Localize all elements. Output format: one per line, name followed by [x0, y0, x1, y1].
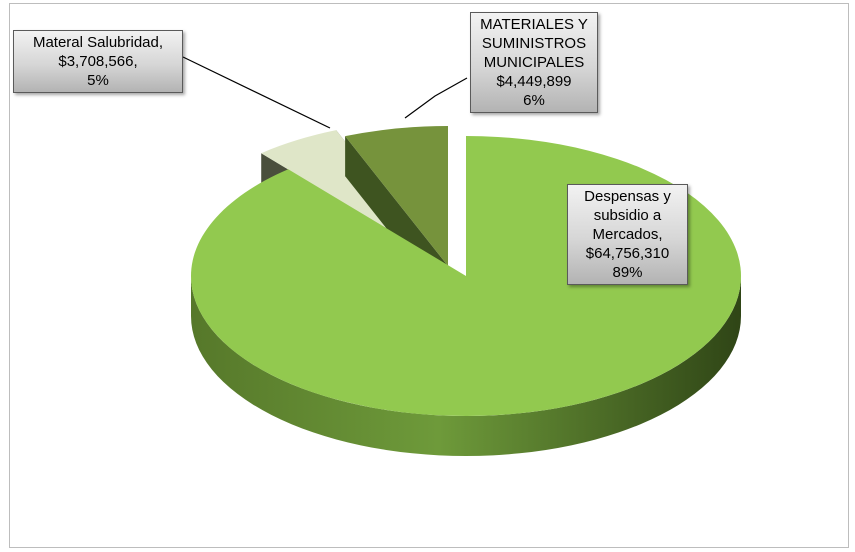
data-label-salubridad-line-3: 5% — [87, 72, 109, 89]
data-label-despensas-line-5: 89% — [612, 264, 643, 281]
leader-line-salubridad — [182, 56, 331, 129]
leader-lines — [182, 56, 468, 129]
data-label-materiales-line-2: SUMINISTROS — [481, 35, 587, 52]
data-label-materiales-line-3: MUNICIPALES — [483, 54, 585, 71]
data-label-materiales: MATERIALES Y SUMINISTROS MUNICIPALES $4,… — [470, 12, 598, 113]
data-label-materiales-line-1: MATERIALES Y — [480, 16, 588, 33]
data-label-salubridad-line-1: Materal Salubridad, — [32, 34, 164, 51]
data-label-despensas: Despensas y subsidio a Mercados, $64,756… — [567, 184, 688, 285]
data-label-despensas-line-1: Despensas y — [584, 188, 671, 205]
data-label-salubridad-line-2: $3,708,566, — [58, 53, 138, 70]
data-label-salubridad: Materal Salubridad, $3,708,566, 5% — [13, 30, 183, 93]
pie-slice-despensas-side — [191, 276, 741, 456]
data-label-despensas-line-2: subsidio a — [593, 207, 662, 224]
leader-line-materiales — [404, 77, 468, 119]
data-label-despensas-line-3: Mercados, — [592, 226, 663, 243]
data-label-materiales-line-5: 6% — [523, 92, 545, 109]
data-label-materiales-line-4: $4,449,899 — [496, 73, 572, 90]
data-label-despensas-line-4: $64,756,310 — [585, 245, 670, 262]
pie-slice-materiales — [345, 126, 448, 266]
